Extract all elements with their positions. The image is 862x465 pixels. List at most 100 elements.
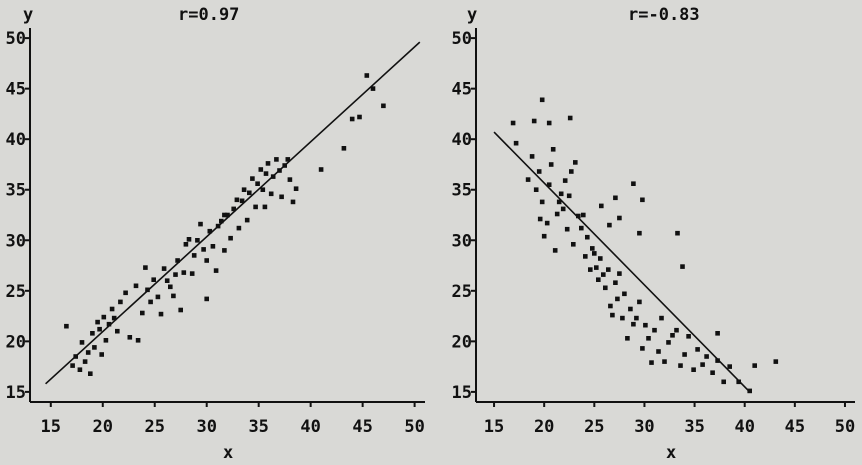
data-point [700,362,705,367]
data-point [715,331,720,336]
data-point [529,154,535,159]
data-point [123,290,128,296]
chart-title: r=0.97 [178,5,239,25]
data-point [79,340,85,345]
data-point [181,270,187,275]
data-point [115,328,120,334]
data-point [210,244,216,249]
data-point [285,157,291,162]
data-point [567,115,573,121]
x-tick-label: 40 [734,417,754,437]
data-point [145,287,150,293]
data-point [364,73,370,78]
data-point [277,168,282,173]
y-tick-label: 30 [6,231,26,251]
data-point [646,336,651,341]
data-point [550,147,556,152]
data-point [659,315,664,321]
data-point [90,331,95,336]
data-point [590,246,595,251]
data-point [691,367,696,372]
data-point [615,296,620,302]
data-point [168,284,173,290]
x-tick-label: 30 [634,417,654,437]
data-point [219,218,224,224]
data-point [625,336,630,341]
y-tick-label: 25 [452,282,472,302]
y-tick-label: 35 [6,181,26,201]
data-point [666,340,671,345]
data-point [643,322,648,328]
y-axis-label: y [467,5,477,25]
data-point [674,327,679,333]
data-point [161,266,167,271]
data-point [270,174,276,179]
data-point [656,349,661,354]
data-point [606,267,611,272]
regression-line [493,131,750,392]
data-point [279,194,284,200]
data-point [207,228,213,234]
y-tick-label: 30 [452,231,472,251]
data-point [546,120,552,126]
data-point [111,315,117,321]
y-tick-label: 20 [452,332,472,352]
data-point [640,197,645,203]
x-tick-label: 45 [352,417,372,437]
data-point [164,278,170,283]
data-point [255,181,260,186]
data-point [231,206,236,212]
data-point [592,251,597,256]
data-point [598,256,603,261]
data-point [140,310,145,316]
data-point [191,253,197,258]
data-point [357,114,362,120]
x-tick-label: 50 [835,417,855,437]
data-point [576,213,581,219]
data-point [588,267,593,272]
data-point [101,314,107,320]
data-point [695,347,700,352]
data-point [539,199,545,205]
data-point [662,359,667,364]
data-point [282,163,287,168]
data-point [554,211,560,217]
data-point [640,346,645,351]
data-point [228,235,233,241]
x-tick-label: 45 [785,417,805,437]
data-point [175,258,180,263]
data-point [675,230,680,236]
data-point [560,206,566,212]
data-point [225,212,230,218]
data-point [127,335,133,340]
data-point [250,176,255,181]
data-point [678,363,683,368]
data-point [637,230,642,236]
data-point [204,258,209,263]
data-point [178,307,183,313]
data-point [244,217,250,223]
y-tick-label: 15 [6,383,26,403]
data-point [189,271,195,276]
y-tick-label: 25 [6,282,26,302]
data-point [287,177,293,182]
data-point [631,321,636,327]
data-point [581,212,586,218]
data-point [686,334,691,339]
data-point [536,169,542,174]
data-point [92,345,97,350]
data-point [721,379,726,385]
data-point [620,315,625,321]
data-point [381,103,386,109]
data-point [610,312,615,318]
data-point [571,242,576,247]
data-point [715,358,720,363]
x-tick-label: 50 [404,417,424,437]
data-point [710,370,715,375]
data-point [195,238,200,243]
data-point [682,352,687,357]
data-point [290,199,296,205]
data-point [637,299,642,305]
data-point [148,299,153,305]
